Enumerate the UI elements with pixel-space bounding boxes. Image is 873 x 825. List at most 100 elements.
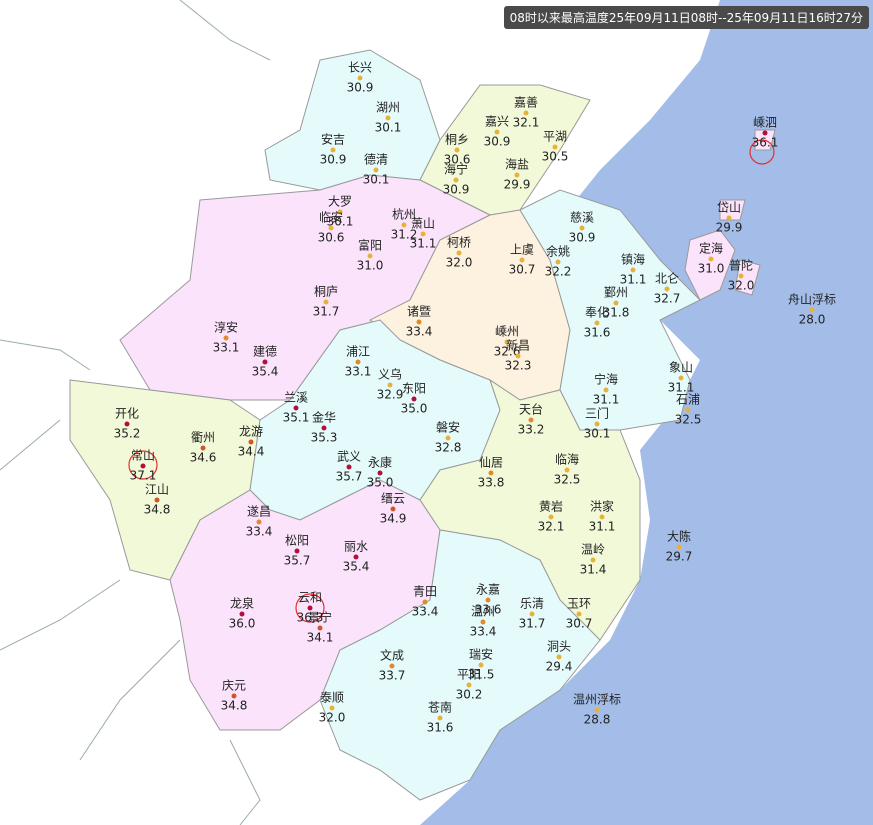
station-dot: [377, 470, 383, 476]
station-name: 松阳: [285, 534, 309, 548]
station-dot: [613, 300, 619, 306]
station-dot: [328, 225, 334, 231]
station-name: 嘉兴: [485, 115, 509, 129]
station-dot: [445, 435, 451, 441]
station-name: 文成: [380, 648, 404, 663]
station-value: 35.1: [283, 411, 310, 425]
station-dot: [555, 259, 561, 265]
station-dot: [411, 396, 417, 402]
station-dot: [200, 445, 206, 451]
station-value: 32.2: [545, 265, 572, 279]
station-name: 临安: [319, 210, 343, 225]
station-dot: [478, 662, 484, 668]
station-dot: [422, 599, 428, 605]
station-name: 青田: [413, 585, 437, 599]
station-dot: [223, 335, 229, 341]
station-dot: [603, 387, 609, 393]
station-dot: [576, 611, 582, 617]
station-name: 普陀: [729, 258, 753, 273]
station-dot: [594, 707, 600, 713]
station-dot: [630, 267, 636, 273]
station-name: 丽水: [344, 540, 368, 554]
station-dot: [564, 467, 570, 473]
station-value: 30.7: [566, 617, 593, 631]
station-name: 桐乡: [445, 133, 469, 147]
station-dot: [594, 320, 600, 326]
station-value: 31.1: [620, 273, 647, 287]
station-name: 慈溪: [570, 210, 594, 225]
station-dot: [453, 177, 459, 183]
station-dot: [552, 144, 558, 150]
station-name: 海宁: [444, 162, 468, 177]
borders: [0, 0, 271, 825]
station-name: 浦江: [346, 345, 370, 359]
station-name: 温州: [471, 605, 495, 619]
station-dot: [154, 497, 160, 503]
station-name: 奉化: [585, 306, 609, 320]
station-name: 温岭: [581, 543, 605, 557]
station-name: 遂昌: [247, 505, 271, 519]
station-dot: [389, 663, 395, 669]
station-value: 30.9: [320, 153, 347, 167]
station-name: 天台: [519, 402, 543, 417]
station-dot: [480, 619, 486, 625]
station-name: 东阳: [402, 382, 426, 396]
station-name: 德清: [364, 152, 388, 167]
station-dot: [466, 682, 472, 688]
station-value: 33.4: [412, 605, 439, 619]
station-value: 29.4: [546, 660, 573, 674]
station-dot: [708, 256, 714, 262]
station-value: 31.8: [603, 306, 630, 320]
station-dot: [685, 407, 691, 413]
station-value: 32.6: [494, 345, 521, 359]
station-dot: [437, 715, 443, 721]
station-dot: [528, 417, 534, 423]
station-dot: [738, 273, 744, 279]
station-name: 苍南: [428, 700, 452, 715]
station-value: 35.0: [401, 402, 428, 416]
station-value: 32.1: [513, 116, 540, 130]
station-dot: [262, 359, 268, 365]
map-title: 08时以来最高温度25年09月11日08时--25年09月11日16时27分: [503, 6, 869, 29]
station-dot: [726, 215, 732, 221]
station-name: 龙游: [239, 425, 263, 439]
station-name: 嘉善: [514, 95, 538, 110]
station-dot: [231, 693, 237, 699]
station-dot: [519, 257, 525, 263]
station-dot: [317, 625, 323, 631]
station-value: 31.1: [668, 381, 695, 395]
station-value: 31.7: [519, 617, 546, 631]
station-name: 洞头: [547, 640, 571, 654]
station-name: 平阳: [457, 668, 481, 682]
station-dot: [256, 519, 262, 525]
station-value: 29.9: [716, 221, 743, 235]
station-value: 32.9: [377, 388, 404, 402]
station-value: 32.0: [319, 711, 346, 725]
station-value: 31.0: [357, 259, 384, 273]
station-value: 33.7: [379, 669, 406, 683]
station-value: 34.9: [380, 512, 407, 526]
station-name: 杭州: [392, 207, 416, 222]
station-value: 31.5: [468, 668, 495, 682]
station-dot: [548, 514, 554, 520]
station-value: 33.1: [345, 365, 372, 379]
station-dot: [456, 250, 462, 256]
station-dot: [239, 611, 245, 617]
station-dot: [248, 439, 254, 445]
station-dot: [346, 464, 352, 470]
station-name: 嵊州: [495, 325, 519, 339]
station-dot: [590, 557, 596, 563]
station-name: 定海: [699, 241, 723, 256]
station-value: 30.6: [444, 153, 471, 167]
station-dot: [420, 231, 426, 237]
station-dot: [373, 167, 379, 173]
station-dot: [307, 605, 313, 611]
station-value: 32.0: [728, 279, 755, 293]
station-name: 上虞: [510, 243, 534, 257]
islands: [684, 129, 776, 301]
station-value: 33.2: [518, 423, 545, 437]
station-name: 宁海: [594, 372, 618, 387]
station-value: 30.2: [456, 688, 483, 702]
